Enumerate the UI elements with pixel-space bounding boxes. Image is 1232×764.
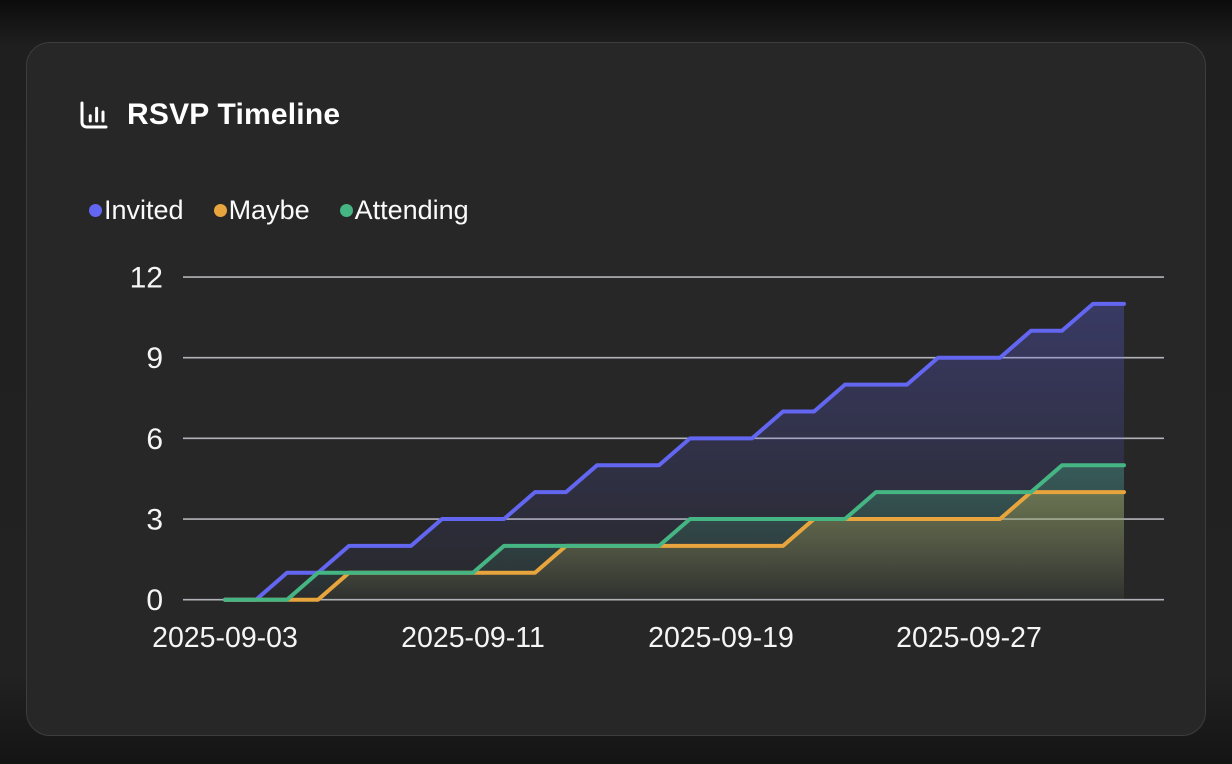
rsvp-timeline-card: RSVP Timeline Invited Maybe Attending 0 3… [26,42,1206,736]
area-maybe [225,492,1124,600]
legend-item-invited[interactable]: Invited [89,197,184,224]
x-tick-label: 2025-09-27 [896,622,1042,654]
y-tick-label: 12 [130,262,163,295]
page-title: RSVP Timeline [127,98,341,131]
legend-label-attending: Attending [354,195,469,225]
card-header: RSVP Timeline [76,97,340,133]
legend-item-attending[interactable]: Attending [339,195,469,225]
y-tick-label: 3 [146,504,163,537]
x-tick-label: 2025-09-11 [401,622,545,654]
chart-legend: Invited Maybe Attending [89,197,469,224]
y-tick-label: 6 [146,423,163,456]
legend-dot-attending [339,204,353,217]
line-attending [223,463,1126,602]
y-tick-label: 9 [146,342,163,375]
x-tick-label: 2025-09-19 [648,622,794,654]
x-tick-label: 2025-09-03 [152,622,298,654]
grid-layer [183,276,1164,601]
legend-label-maybe: Maybe [228,195,310,225]
axis-label-layer: 0 3 6 9 12 2025-09-03 2025-09-11 2025-09-19 2025… [130,262,1042,654]
rsvp-timeline-chart: 0 3 6 9 12 2025-09-03 2025-09-11 2025-09-19 2025… [130,262,1164,654]
legend-dot-invited [89,204,102,217]
bar-chart-icon [80,101,108,129]
y-tick-label: 0 [146,584,163,617]
legend-item-maybe[interactable]: Maybe [213,195,310,225]
line-invited [223,301,1126,602]
line-maybe [223,490,1126,602]
area-layer [225,303,1124,600]
legend-dot-maybe [213,204,227,217]
legend-label-invited: Invited [104,195,184,225]
area-attending [225,465,1124,600]
area-invited [225,303,1124,600]
line-layer [223,301,1126,602]
